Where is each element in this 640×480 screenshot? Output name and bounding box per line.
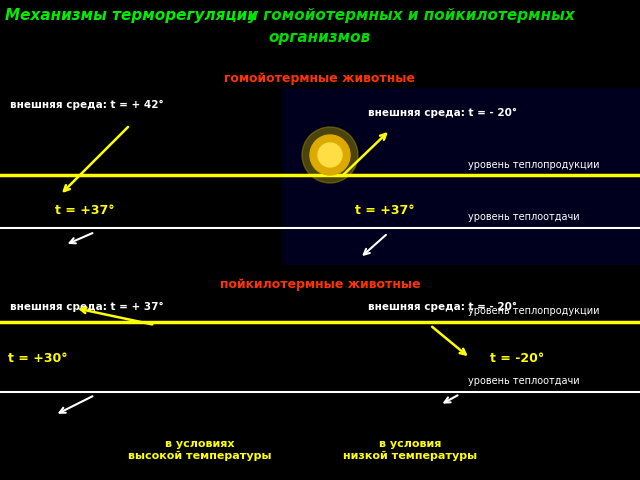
Text: t = +37°: t = +37° [55, 204, 115, 216]
Text: t = +30°: t = +30° [8, 351, 68, 364]
Text: уровень теплопродукции: уровень теплопродукции [468, 306, 600, 316]
Text: в условиях
высокой температуры: в условиях высокой температуры [128, 439, 272, 461]
Text: t = -20°: t = -20° [490, 351, 544, 364]
Circle shape [310, 135, 350, 175]
Text: t = +37°: t = +37° [355, 204, 415, 216]
Circle shape [318, 143, 342, 167]
Text: внешняя среда: t = + 37°: внешняя среда: t = + 37° [10, 302, 164, 312]
Text: внешняя среда: t = - 20°: внешняя среда: t = - 20° [368, 108, 517, 118]
Circle shape [302, 127, 358, 183]
Bar [282, 88, 640, 265]
Text: уровень теплопродукции: уровень теплопродукции [468, 160, 600, 170]
Text: организмов: организмов [269, 30, 371, 45]
Text: уровень теплоотдачи: уровень теплоотдачи [468, 212, 580, 222]
Text: у гомойотермных и пойкилотермных: у гомойотермных и пойкилотермных [248, 8, 575, 23]
Text: внешняя среда: t = - 20°: внешняя среда: t = - 20° [368, 302, 517, 312]
Text: пойкилотермные животные: пойкилотермные животные [220, 278, 420, 291]
Text: Механизмы терморегуляции: Механизмы терморегуляции [5, 8, 263, 23]
Text: в условия
низкой температуры: в условия низкой температуры [343, 439, 477, 461]
Text: внешняя среда: t = + 42°: внешняя среда: t = + 42° [10, 100, 164, 110]
Text: гомойотермные животные: гомойотермные животные [225, 72, 415, 85]
Text: уровень теплоотдачи: уровень теплоотдачи [468, 376, 580, 386]
